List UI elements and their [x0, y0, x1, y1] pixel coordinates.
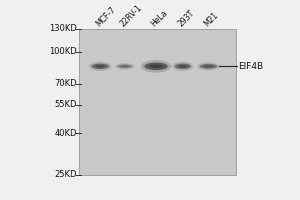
Ellipse shape	[204, 65, 213, 68]
Ellipse shape	[117, 64, 132, 68]
Text: 40KD: 40KD	[55, 129, 77, 138]
Ellipse shape	[121, 65, 129, 67]
Text: EIF4B: EIF4B	[238, 62, 264, 71]
Text: M21: M21	[202, 11, 220, 28]
Text: HeLa: HeLa	[150, 8, 170, 28]
Ellipse shape	[172, 62, 194, 71]
Ellipse shape	[197, 62, 220, 71]
Text: MCF-7: MCF-7	[94, 5, 117, 28]
FancyBboxPatch shape	[79, 29, 236, 175]
Text: 22RV-1: 22RV-1	[118, 3, 144, 28]
Ellipse shape	[145, 63, 168, 70]
Ellipse shape	[115, 63, 134, 70]
Text: 100KD: 100KD	[49, 47, 77, 56]
Text: 70KD: 70KD	[54, 79, 77, 88]
Text: 130KD: 130KD	[49, 24, 77, 33]
Ellipse shape	[200, 64, 217, 69]
Text: 55KD: 55KD	[55, 100, 77, 109]
Text: 25KD: 25KD	[55, 170, 77, 179]
Ellipse shape	[92, 64, 109, 69]
Ellipse shape	[89, 62, 112, 71]
Text: 293T: 293T	[176, 8, 196, 28]
Ellipse shape	[95, 65, 105, 68]
Ellipse shape	[141, 60, 171, 73]
Ellipse shape	[178, 65, 187, 68]
Ellipse shape	[150, 64, 163, 68]
Ellipse shape	[175, 64, 191, 69]
